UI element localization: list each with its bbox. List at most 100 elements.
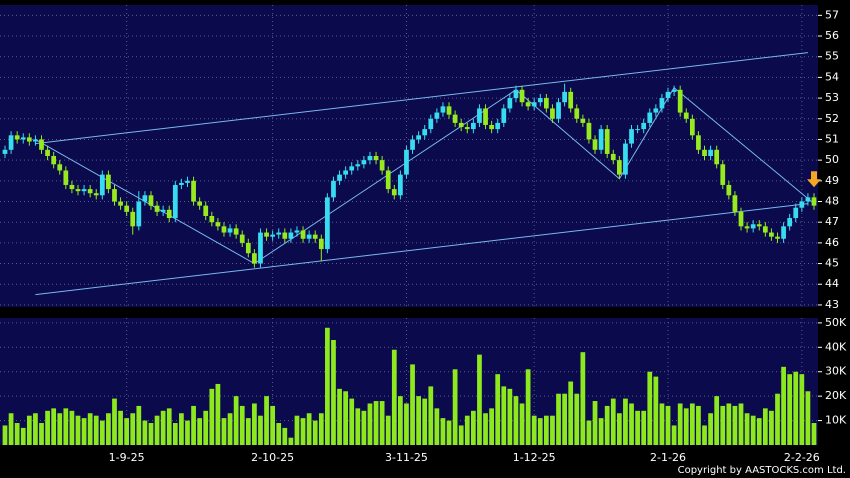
trend-line — [35, 203, 808, 296]
volume-bar — [325, 327, 330, 445]
volume-bar — [507, 388, 513, 445]
volume-bar — [294, 415, 300, 445]
volume-bar — [69, 410, 75, 445]
candle-body — [136, 201, 142, 227]
y-tick-label: 30K — [825, 365, 847, 378]
volume-bar — [720, 405, 726, 445]
volume-bar — [361, 410, 367, 445]
candle-body — [312, 234, 318, 239]
volume-bar — [258, 415, 263, 445]
volume-bar — [671, 425, 677, 445]
volume-bar — [373, 401, 379, 445]
volume-bar — [683, 408, 689, 445]
volume-bar — [252, 403, 257, 445]
candle-body — [562, 91, 567, 103]
candle-body — [811, 197, 817, 206]
volume-bar — [744, 413, 750, 445]
volume-bar — [124, 418, 130, 445]
candle-body — [45, 149, 50, 156]
volume-bar — [781, 366, 786, 445]
y-tick-label: 44 — [825, 277, 839, 290]
volume-bar — [276, 423, 282, 445]
candle-body — [647, 112, 653, 123]
candle-body — [702, 149, 707, 156]
candle-body — [282, 232, 288, 239]
candle-body — [434, 112, 440, 119]
candle-body — [769, 232, 774, 237]
y-tick-label: 40K — [825, 340, 847, 353]
volume-bar — [805, 391, 811, 445]
candle-body — [2, 149, 8, 154]
candle-body — [51, 156, 57, 165]
candle-body — [160, 209, 166, 212]
candle-body — [367, 156, 373, 161]
volume-bar — [592, 401, 598, 445]
candle-body — [118, 201, 123, 206]
x-tick-label: 1-9-25 — [109, 451, 145, 464]
candle-body — [586, 122, 592, 140]
candle-body — [428, 118, 434, 130]
candle-body — [623, 143, 628, 175]
volume-bar — [312, 420, 318, 445]
volume-bar — [264, 396, 269, 445]
volume-bar — [452, 369, 458, 445]
volume-bar — [172, 423, 178, 445]
candle-body — [379, 160, 385, 171]
candle-body — [689, 118, 695, 136]
volume-bar — [543, 415, 549, 445]
marker-arrow — [807, 171, 821, 188]
volume-bar — [154, 415, 160, 445]
candle-body — [276, 232, 282, 235]
candle-body — [69, 184, 75, 190]
volume-bar — [142, 420, 148, 445]
volume-bar — [726, 403, 732, 445]
volume-bar — [63, 408, 69, 445]
volume-bar — [422, 398, 428, 445]
candle-body — [592, 139, 598, 150]
candle-body — [629, 129, 634, 144]
candle-body — [756, 224, 762, 227]
candle-body — [8, 135, 14, 150]
volume-bar — [799, 374, 805, 445]
volume-bar — [562, 393, 567, 445]
candle-body — [507, 98, 513, 109]
y-tick-label: 46 — [825, 236, 839, 249]
volume-bar — [519, 403, 525, 445]
candle-body — [179, 182, 184, 185]
candle-body — [495, 122, 501, 130]
volume-bar — [51, 408, 57, 445]
candle-body — [209, 215, 215, 223]
volume-bar — [355, 408, 361, 445]
candle-body — [677, 89, 683, 113]
candle-body — [696, 135, 701, 150]
volume-bar — [245, 418, 251, 445]
candle-body — [325, 197, 330, 250]
volume-bar — [81, 418, 87, 445]
candle-body — [550, 108, 555, 119]
candle-body — [440, 106, 446, 113]
candle-body — [738, 211, 744, 227]
y-tick-label: 50 — [825, 153, 839, 166]
volume-bar — [8, 413, 14, 445]
volume-bar — [318, 413, 324, 445]
candle-body — [598, 129, 604, 150]
volume-bar — [738, 403, 744, 445]
candle-body — [57, 164, 63, 171]
volume-bar — [136, 405, 142, 445]
candle-body — [142, 195, 148, 202]
candle-body — [300, 230, 306, 239]
volume-bar — [623, 398, 628, 445]
candle-body — [556, 102, 561, 119]
volume-bar — [209, 388, 215, 445]
candle-body — [483, 108, 488, 125]
x-tick-label: 2-10-25 — [251, 451, 294, 464]
volume-bar — [464, 415, 470, 445]
candle-body — [671, 89, 677, 92]
candle-body — [404, 149, 409, 175]
y-tick-label: 20K — [825, 389, 847, 402]
candle-body — [732, 195, 738, 212]
volume-bar — [659, 403, 665, 445]
candle-body — [331, 180, 336, 198]
candle-body — [26, 137, 32, 142]
